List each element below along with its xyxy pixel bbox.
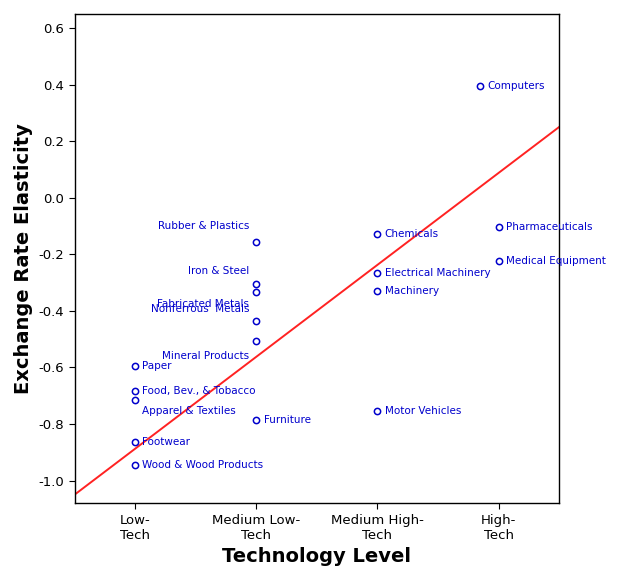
Text: Food, Bev., & Tobacco: Food, Bev., & Tobacco: [143, 386, 256, 397]
Text: Furniture: Furniture: [264, 415, 311, 425]
Text: Motor Vehicles: Motor Vehicles: [384, 406, 461, 416]
Y-axis label: Exchange Rate Elasticity: Exchange Rate Elasticity: [14, 123, 33, 394]
Text: Mineral Products: Mineral Products: [162, 351, 249, 361]
Text: Wood & Wood Products: Wood & Wood Products: [143, 460, 264, 470]
Text: Chemicals: Chemicals: [384, 230, 439, 240]
Text: Fabricated Metals: Fabricated Metals: [157, 299, 249, 309]
Text: Pharmaceuticals: Pharmaceuticals: [506, 222, 592, 233]
Text: Machinery: Machinery: [384, 286, 439, 296]
Text: Apparel & Textiles: Apparel & Textiles: [143, 406, 236, 416]
Text: Medical Equipment: Medical Equipment: [506, 256, 606, 266]
Text: Computers: Computers: [488, 81, 545, 91]
Text: Iron & Steel: Iron & Steel: [188, 266, 249, 276]
Text: Paper: Paper: [143, 361, 172, 371]
Text: Electrical Machinery: Electrical Machinery: [384, 267, 490, 278]
X-axis label: Technology Level: Technology Level: [223, 547, 411, 566]
Text: Nonferrous  Metals: Nonferrous Metals: [151, 304, 249, 314]
Text: Footwear: Footwear: [143, 437, 190, 447]
Text: Rubber & Plastics: Rubber & Plastics: [157, 221, 249, 231]
